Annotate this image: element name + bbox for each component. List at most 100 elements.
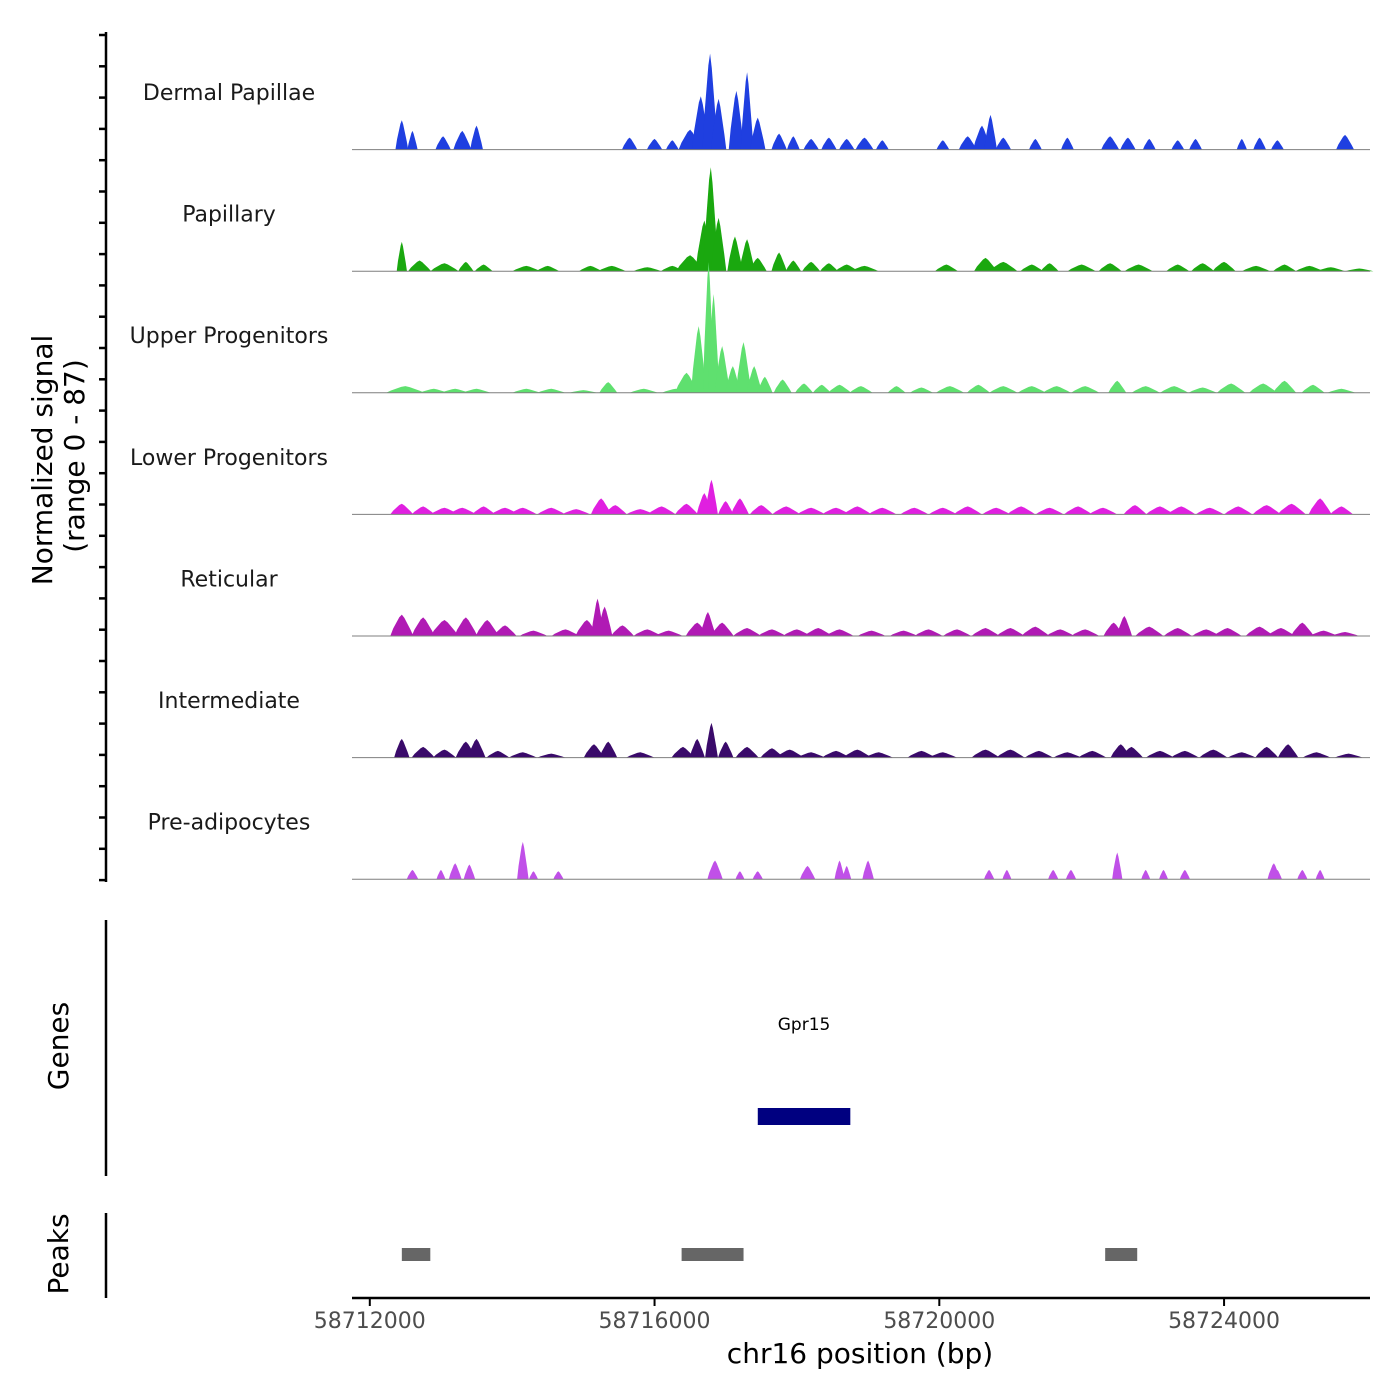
signal-peak <box>799 865 816 880</box>
signal-peak <box>966 384 990 393</box>
signal-peak <box>467 738 486 758</box>
signal-peak <box>1065 869 1077 880</box>
signal-peak <box>1277 503 1306 515</box>
gene-body <box>757 1108 851 1125</box>
signal-peak <box>1249 383 1278 393</box>
signal-peak <box>419 388 448 393</box>
signal-peak <box>590 498 612 515</box>
signal-peak <box>984 114 997 150</box>
track-label: Reticular <box>180 567 278 592</box>
signal-peak <box>714 346 730 393</box>
signal-peak <box>1053 752 1082 758</box>
signal-peak <box>797 752 826 758</box>
signal-peak <box>1334 753 1363 758</box>
track-lower-progenitors: Lower Progenitors <box>130 446 1370 515</box>
signal-peak <box>1078 750 1107 758</box>
signal-peak <box>1112 852 1123 880</box>
signal-peak <box>474 264 493 272</box>
signal-peak <box>475 620 499 636</box>
x-tick-label: 58724000 <box>1168 1309 1280 1334</box>
signal-peak <box>935 386 965 393</box>
signal-peak <box>996 749 1025 758</box>
signal-peak <box>537 388 566 393</box>
signal-peak <box>982 507 1011 515</box>
signal-peak <box>1160 386 1189 393</box>
signal-peak <box>1159 869 1169 880</box>
signal-peak <box>1195 507 1224 515</box>
signal-peak <box>1071 386 1100 393</box>
signal-peak <box>749 505 773 515</box>
signal-peak <box>748 257 767 272</box>
signal-peak <box>710 217 727 272</box>
signal-peak <box>1189 138 1202 150</box>
signal-peak <box>1067 264 1096 272</box>
signal-peak <box>1336 134 1355 150</box>
signal-peak <box>1017 386 1046 393</box>
signal-y-ticks <box>99 33 106 882</box>
signal-peak <box>1308 498 1332 515</box>
track-papillary: Papillary <box>182 167 1374 272</box>
signal-peak <box>675 503 699 515</box>
signal-peak <box>1224 506 1253 515</box>
signal-peak <box>1302 752 1331 758</box>
signal-peak <box>691 326 707 393</box>
signal-peak <box>430 620 459 636</box>
signal-peak <box>1002 869 1012 880</box>
signal-peak <box>408 260 432 272</box>
genes-track-title: Genes <box>42 1002 75 1090</box>
signal-peak <box>441 388 470 393</box>
signal-peak <box>889 630 918 636</box>
signal-peak <box>718 741 734 758</box>
x-tick-label: 58712000 <box>314 1309 426 1334</box>
signal-peak <box>735 871 745 880</box>
signal-peak <box>710 622 734 636</box>
signal-peak <box>803 138 819 150</box>
signal-peak <box>842 865 852 880</box>
signal-peak <box>463 864 476 880</box>
track-label: Papillary <box>182 203 276 228</box>
signal-peak <box>626 509 655 515</box>
track-label: Dermal Papillae <box>143 81 315 106</box>
signal-peak <box>773 379 792 393</box>
signal-peak <box>1116 616 1133 636</box>
signal-peak <box>536 265 560 272</box>
signal-peak <box>928 752 957 758</box>
signal-peak <box>1316 267 1345 272</box>
signal-peak <box>757 376 773 393</box>
genes-track: Gpr15 <box>757 1015 851 1125</box>
signal-peak <box>1199 749 1228 758</box>
signal-peak <box>1035 507 1064 515</box>
signal-peak <box>772 506 801 515</box>
signal-peak <box>610 625 635 636</box>
signal-peak <box>1061 137 1074 150</box>
signal-peak <box>907 750 936 758</box>
signal-peak <box>578 265 603 272</box>
signal-peak <box>989 261 1018 272</box>
signal-peak <box>1007 506 1036 515</box>
signal-peak <box>1277 744 1299 758</box>
signal-peak <box>453 130 472 150</box>
signal-peak <box>396 241 407 272</box>
signal-peak <box>562 509 591 515</box>
signal-peak <box>1309 630 1338 636</box>
signal-peak <box>537 507 566 515</box>
signal-peak <box>621 137 638 150</box>
signal-peak <box>1040 263 1059 272</box>
signal-peak <box>718 501 734 515</box>
signal-peak <box>529 871 539 880</box>
signal-peak <box>864 752 893 758</box>
peak-region <box>1105 1248 1138 1261</box>
signal-peak <box>1163 628 1192 636</box>
signal-peak <box>834 860 845 880</box>
signal-peak <box>390 503 414 515</box>
track-dermal-papillae: Dermal Papillae <box>143 53 1370 151</box>
signal-peak <box>553 871 564 880</box>
signal-peak <box>1301 384 1325 393</box>
signal-peak <box>646 138 663 150</box>
coverage-tracks: Dermal Papillae Papillary Upper Progenitor… <box>130 53 1374 880</box>
signal-peak <box>597 265 626 272</box>
signal-peak <box>633 629 662 636</box>
signal-peak <box>1253 137 1267 150</box>
signal-peak <box>411 746 435 758</box>
signal-peak <box>914 629 943 636</box>
